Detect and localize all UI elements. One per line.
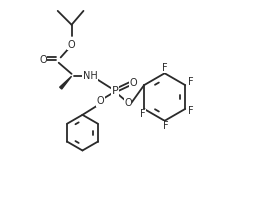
Text: O: O <box>39 55 47 65</box>
Text: O: O <box>129 78 137 88</box>
Text: F: F <box>188 106 194 116</box>
Text: O: O <box>124 98 132 108</box>
Text: P: P <box>112 86 118 96</box>
Text: F: F <box>163 121 169 131</box>
Text: F: F <box>140 109 145 119</box>
Text: O: O <box>68 40 75 50</box>
Text: F: F <box>188 77 194 87</box>
Text: NH: NH <box>83 71 98 81</box>
Text: O: O <box>96 96 104 106</box>
Polygon shape <box>60 76 71 89</box>
Text: F: F <box>162 63 167 73</box>
